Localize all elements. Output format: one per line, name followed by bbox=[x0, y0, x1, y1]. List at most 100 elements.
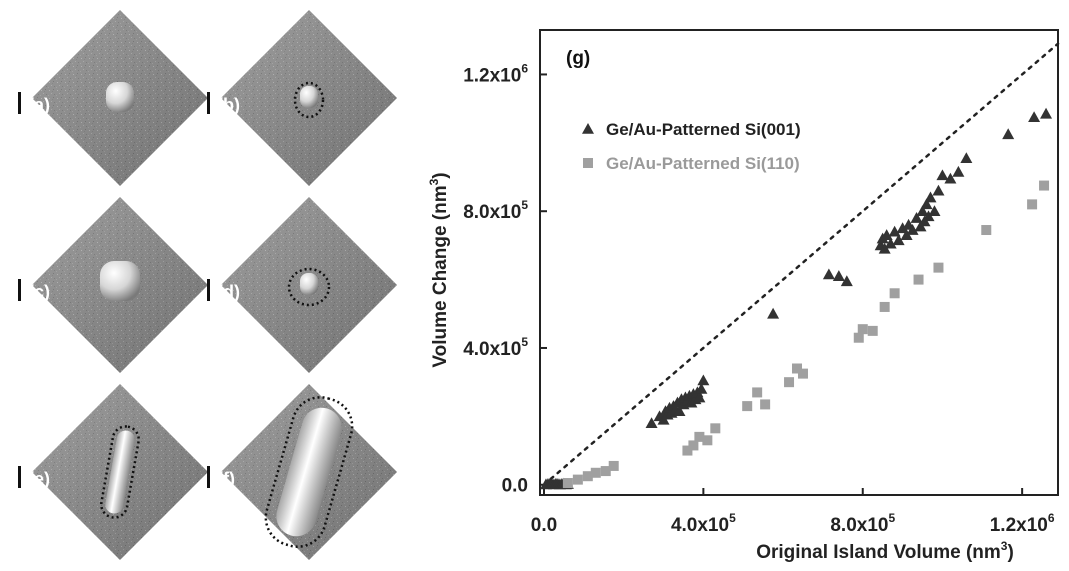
square-point bbox=[784, 377, 795, 388]
chart-panel-label: (g) bbox=[566, 48, 590, 69]
square-point bbox=[582, 471, 593, 482]
triangle-point bbox=[932, 184, 945, 196]
panel-label-a: (a) bbox=[28, 95, 50, 115]
square-point bbox=[981, 225, 992, 236]
scale-bar bbox=[207, 279, 210, 301]
triangle-point bbox=[767, 307, 780, 319]
square-point bbox=[752, 387, 763, 398]
triangle-point bbox=[695, 383, 708, 394]
square-point bbox=[590, 467, 601, 478]
reference-line-y-equals-x bbox=[542, 42, 1060, 486]
square-point bbox=[853, 332, 864, 343]
triangle-point bbox=[892, 234, 905, 246]
square-point bbox=[867, 325, 878, 336]
scale-bar bbox=[207, 92, 210, 114]
dotted-outline bbox=[287, 267, 331, 307]
island-dome bbox=[106, 82, 134, 112]
afm-panel-b: (b) bbox=[207, 10, 397, 186]
tick-labels: 0.0 4.0x105 8.0x105 1.2x106 0.0 4.0x105 8.0x10… bbox=[463, 61, 1055, 536]
triangle-point bbox=[960, 152, 973, 164]
legend-marker bbox=[583, 158, 593, 168]
triangle-point bbox=[645, 417, 658, 428]
island-rod bbox=[105, 430, 135, 514]
triangle-point bbox=[928, 205, 941, 217]
triangle-point bbox=[1040, 107, 1053, 119]
panel-label-c: (c) bbox=[28, 282, 50, 302]
triangle-point bbox=[900, 229, 913, 240]
series-1 bbox=[562, 180, 1050, 489]
square-point bbox=[600, 466, 611, 477]
x-tick-label: 0.0 bbox=[531, 515, 557, 536]
triangle-point bbox=[888, 225, 901, 237]
square-point bbox=[702, 435, 713, 446]
scale-bar bbox=[18, 279, 21, 301]
triangle-point bbox=[840, 275, 853, 287]
afm-panel-a: (a) bbox=[18, 10, 208, 186]
x-tick-label: 8.0x105 bbox=[830, 511, 895, 536]
y-axis-title: Volume Change (nm3) bbox=[427, 172, 451, 367]
panel-label-e: (e) bbox=[28, 469, 50, 489]
triangle-point bbox=[693, 391, 706, 403]
panel-label-f: (f) bbox=[217, 469, 235, 489]
legend-label: Ge/Au-Patterned Si(001) bbox=[606, 120, 801, 139]
square-point bbox=[933, 262, 944, 273]
series-0 bbox=[539, 107, 1053, 490]
square-point bbox=[742, 401, 753, 412]
island-dome bbox=[300, 273, 318, 295]
square-point bbox=[710, 423, 721, 434]
y-tick-label: 1.2x106 bbox=[463, 61, 528, 86]
triangle-point bbox=[924, 191, 937, 203]
island-dome bbox=[100, 261, 140, 301]
y-tick-label: 4.0x105 bbox=[463, 335, 528, 360]
square-point bbox=[694, 431, 705, 442]
y-tick-label: 0.0 bbox=[502, 476, 528, 497]
afm-panels: (a) (b) (c) (d) (e) (f) bbox=[18, 10, 397, 560]
island-rod bbox=[276, 407, 342, 537]
scale-bar bbox=[18, 92, 21, 114]
triangle-point bbox=[922, 210, 935, 222]
triangle-point bbox=[952, 165, 965, 177]
reference-line bbox=[542, 42, 1060, 486]
square-point bbox=[1039, 180, 1050, 191]
afm-panel-d: (d) bbox=[207, 197, 397, 373]
legend: Ge/Au-Patterned Si(001) Ge/Au-Patterned S… bbox=[582, 120, 801, 173]
data-points bbox=[539, 107, 1053, 490]
legend-label: Ge/Au-Patterned Si(110) bbox=[606, 154, 800, 173]
triangle-point bbox=[822, 268, 835, 280]
square-point bbox=[688, 440, 699, 451]
square-point bbox=[760, 399, 771, 410]
square-point bbox=[1027, 199, 1038, 210]
triangle-point bbox=[880, 229, 893, 240]
plot-frame bbox=[539, 29, 1059, 496]
square-point bbox=[857, 324, 868, 335]
y-tick-label: 8.0x105 bbox=[463, 198, 528, 223]
square-point bbox=[608, 460, 619, 471]
triangle-point bbox=[1002, 128, 1015, 140]
triangle-point bbox=[906, 224, 919, 235]
dotted-outline bbox=[100, 425, 140, 519]
triangle-point bbox=[884, 237, 897, 249]
triangle-point bbox=[832, 270, 845, 281]
triangle-point bbox=[944, 172, 957, 184]
island-dome bbox=[300, 86, 318, 108]
x-tick-label: 1.2x106 bbox=[990, 511, 1055, 536]
chart-axes bbox=[539, 29, 1059, 496]
square-point bbox=[889, 288, 900, 299]
afm-panel-e: (e) bbox=[18, 384, 208, 560]
triangle-point bbox=[673, 405, 686, 417]
dotted-outline bbox=[293, 81, 325, 119]
square-point bbox=[879, 301, 890, 312]
square-point bbox=[572, 474, 583, 485]
triangle-point bbox=[878, 242, 891, 254]
triangle-point bbox=[916, 205, 929, 217]
triangle-point bbox=[920, 198, 933, 210]
square-point bbox=[913, 274, 924, 285]
square-point bbox=[792, 363, 803, 374]
panel-label-d: (d) bbox=[217, 282, 240, 302]
afm-panel-f: (f) bbox=[207, 384, 397, 560]
afm-panel-c: (c) bbox=[18, 197, 208, 373]
square-point bbox=[682, 445, 693, 456]
triangle-point bbox=[910, 212, 923, 223]
square-point bbox=[797, 368, 808, 379]
